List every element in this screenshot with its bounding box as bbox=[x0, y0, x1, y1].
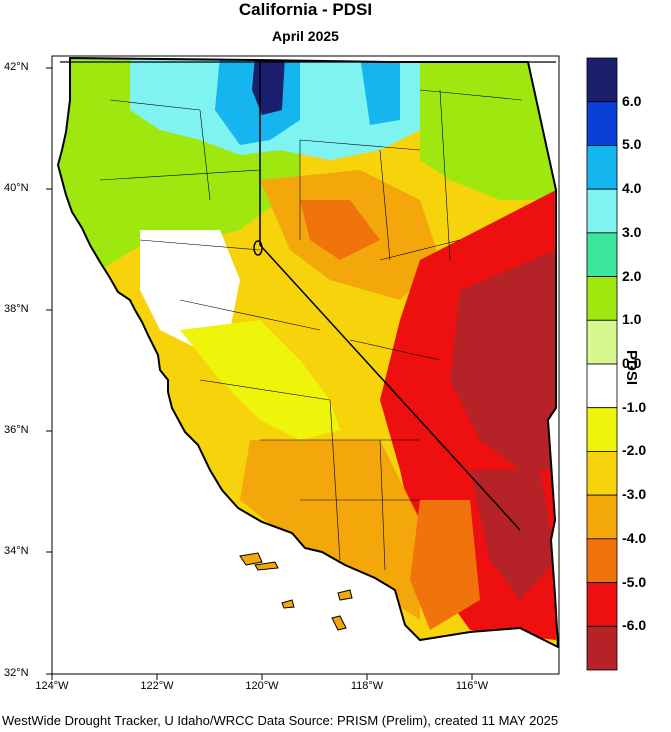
lon-label-118: 118°W bbox=[350, 680, 384, 692]
lat-label-38: 38°N bbox=[4, 303, 29, 315]
colorbar-swatch bbox=[586, 57, 618, 103]
pdsi-field bbox=[58, 58, 558, 647]
colorbar-tick-label: -4.0 bbox=[622, 529, 647, 546]
map-title: California - PDSI bbox=[238, 0, 373, 19]
colorbar-swatch bbox=[586, 625, 618, 671]
colorbar-tick-label: 2.0 bbox=[622, 267, 642, 284]
colorbar-swatch bbox=[586, 276, 618, 321]
lat-label-42: 42°N bbox=[4, 61, 29, 73]
colorbar-tick-label: 6.0 bbox=[622, 92, 642, 109]
colorbar-swatch bbox=[586, 582, 618, 627]
colorbar-tick-label: 1.0 bbox=[622, 311, 642, 328]
plot-frame bbox=[51, 55, 560, 675]
colorbar-tick-label: 4.0 bbox=[622, 180, 642, 197]
colorbar-tick-label: 0.0 bbox=[622, 355, 642, 371]
lat-label-32: 32°N bbox=[4, 667, 29, 679]
lat-label-36: 36°N bbox=[4, 424, 29, 436]
credit-line: WestWide Drought Tracker, U Idaho/WRCC D… bbox=[2, 713, 559, 728]
boundaries bbox=[56, 56, 560, 649]
colorbar bbox=[586, 57, 618, 671]
colorbar-swatch bbox=[586, 538, 618, 583]
colorbar-tick-label: -5.0 bbox=[622, 573, 647, 590]
colorbar-swatch bbox=[586, 188, 618, 234]
colorbar-tick-label: -2.0 bbox=[622, 442, 647, 459]
lon-label-120: 120°W bbox=[245, 680, 279, 692]
colorbar-swatch bbox=[586, 319, 618, 365]
channel-islands bbox=[239, 552, 353, 631]
axis-ticks bbox=[46, 67, 473, 680]
colorbar-swatch bbox=[586, 232, 618, 277]
colorbar-tick-label: -3.0 bbox=[622, 486, 647, 503]
lat-label-40: 40°N bbox=[4, 182, 29, 194]
lon-label-124: 124°W bbox=[35, 680, 69, 692]
lat-label-34: 34°N bbox=[4, 545, 29, 557]
colorbar-swatch bbox=[586, 145, 618, 190]
colorbar-swatch bbox=[586, 101, 618, 146]
colorbar-tick-label: -1.0 bbox=[622, 398, 647, 415]
colorbar-swatch bbox=[586, 363, 618, 409]
colorbar-tick-label: 3.0 bbox=[622, 223, 642, 240]
colorbar-swatch bbox=[586, 407, 618, 452]
lon-label-116: 116°W bbox=[455, 680, 489, 692]
colorbar-swatch bbox=[586, 494, 618, 540]
colorbar-tick-label: 5.0 bbox=[622, 136, 642, 153]
colorbar-title: PDSI bbox=[623, 350, 640, 386]
lon-label-122: 122°W bbox=[140, 680, 174, 692]
colorbar-swatch bbox=[586, 451, 618, 496]
colorbar-tick-label: -6.0 bbox=[622, 617, 647, 634]
map-subtitle: April 2025 bbox=[272, 28, 339, 44]
